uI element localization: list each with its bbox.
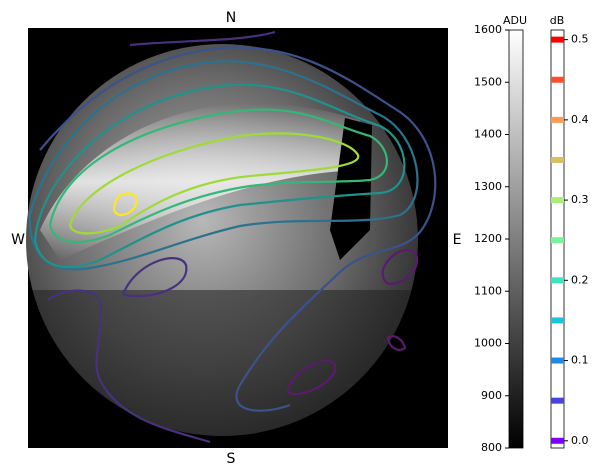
level-line bbox=[551, 36, 564, 43]
contour bbox=[33, 83, 406, 269]
level-line bbox=[551, 237, 564, 244]
contour bbox=[68, 132, 360, 235]
contour bbox=[112, 192, 138, 217]
tick-label: 900 bbox=[481, 389, 502, 402]
level-line bbox=[551, 197, 564, 204]
level-line bbox=[551, 156, 564, 163]
level-line bbox=[551, 397, 564, 404]
contour bbox=[28, 60, 419, 271]
contour bbox=[48, 108, 388, 244]
tick-label: 1500 bbox=[474, 75, 502, 88]
tick-label: 1200 bbox=[474, 232, 502, 245]
tick-label: 0.3 bbox=[571, 193, 589, 206]
contours bbox=[28, 30, 437, 444]
compass-east: E bbox=[453, 232, 462, 248]
tick-label: 0.5 bbox=[571, 33, 589, 46]
colorbar-label: ADU bbox=[503, 14, 527, 27]
level-line bbox=[551, 357, 564, 364]
contour bbox=[129, 30, 276, 47]
contour bbox=[386, 335, 407, 351]
level-line bbox=[551, 76, 564, 83]
compass-west: W bbox=[11, 232, 25, 248]
level-line bbox=[551, 277, 564, 284]
compass-south: S bbox=[227, 451, 236, 463]
contour bbox=[381, 248, 419, 286]
contour bbox=[47, 289, 211, 444]
tick-label: 0.2 bbox=[571, 273, 589, 286]
tick-label: 1100 bbox=[474, 284, 502, 297]
tick-label: 1600 bbox=[474, 23, 502, 36]
sky-image bbox=[26, 28, 448, 448]
contour bbox=[122, 257, 188, 298]
level-line bbox=[551, 116, 564, 123]
colorbar bbox=[508, 29, 524, 449]
level-line bbox=[551, 317, 564, 324]
tick-label: 0.1 bbox=[571, 354, 589, 367]
level-line bbox=[551, 437, 564, 444]
contour bbox=[39, 46, 437, 412]
tick-label: 1300 bbox=[474, 180, 502, 193]
tick-label: 1400 bbox=[474, 128, 502, 141]
tick-label: 1000 bbox=[474, 337, 502, 350]
contour bbox=[287, 360, 337, 396]
tick-label: 0.4 bbox=[571, 113, 589, 126]
tick-label: 800 bbox=[481, 441, 502, 454]
colorbar-label: dB bbox=[550, 14, 565, 27]
compass-north: N bbox=[226, 10, 236, 26]
tick-label: 0.0 bbox=[571, 434, 589, 447]
